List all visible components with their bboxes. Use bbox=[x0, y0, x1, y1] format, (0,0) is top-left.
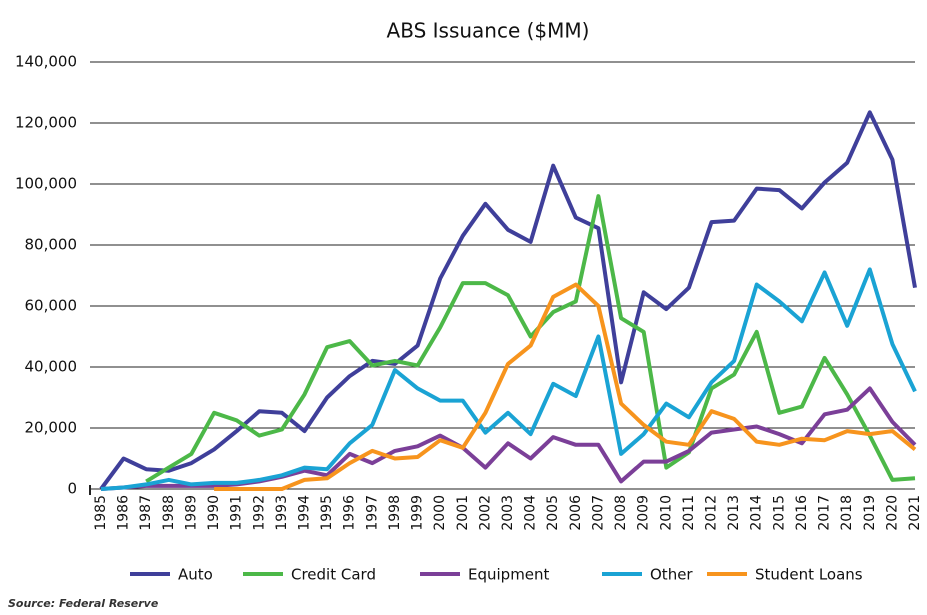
x-tick-label: 2012 bbox=[704, 495, 720, 531]
series-line bbox=[214, 282, 917, 491]
y-tick-label: 40,000 bbox=[25, 358, 78, 376]
x-tick-label: 1985 bbox=[93, 495, 109, 531]
x-tick-label: 2016 bbox=[794, 495, 810, 531]
x-tick-label: 2000 bbox=[432, 495, 448, 531]
x-tick-label: 2014 bbox=[749, 495, 765, 531]
x-tick-label: 2008 bbox=[613, 495, 629, 531]
y-tick-label: 60,000 bbox=[25, 297, 78, 315]
x-tick-label: 2002 bbox=[477, 495, 493, 531]
x-tick-label: 1986 bbox=[116, 495, 132, 531]
legend-label: Student Loans bbox=[755, 566, 863, 584]
x-tick-label: 1996 bbox=[342, 495, 358, 531]
x-tick-label: 1988 bbox=[161, 495, 177, 531]
series-line bbox=[145, 194, 916, 484]
series-line bbox=[99, 110, 917, 491]
x-tick-label: 1998 bbox=[387, 495, 403, 531]
x-tick-label: 2015 bbox=[771, 495, 787, 531]
x-tick-label: 2011 bbox=[681, 495, 697, 531]
x-tick-label: 1993 bbox=[274, 495, 290, 531]
x-tick-label: 2006 bbox=[568, 495, 584, 531]
x-tick-label: 1987 bbox=[138, 495, 154, 531]
y-tick-label: 140,000 bbox=[15, 53, 77, 71]
y-tick-label: 100,000 bbox=[15, 175, 77, 193]
legend-label: Auto bbox=[178, 566, 213, 584]
x-tick-label: 2017 bbox=[817, 495, 833, 531]
chart-title: ABS Issuance ($MM) bbox=[387, 19, 590, 43]
x-tick-label: 1999 bbox=[410, 495, 426, 531]
x-tick-label: 2019 bbox=[862, 495, 878, 531]
x-tick-label: 2005 bbox=[545, 495, 561, 531]
x-tick-label: 2010 bbox=[658, 495, 674, 531]
x-tick-label: 2007 bbox=[590, 495, 606, 531]
x-tick-label: 2003 bbox=[500, 495, 516, 531]
x-tick-label: 1997 bbox=[364, 495, 380, 531]
series-line bbox=[100, 267, 917, 491]
x-tick-label: 2013 bbox=[726, 495, 742, 531]
x-tick-label: 2021 bbox=[907, 495, 923, 531]
x-tick-label: 2020 bbox=[884, 495, 900, 531]
x-tick-label: 1995 bbox=[319, 495, 335, 531]
x-tick-label: 2018 bbox=[839, 495, 855, 531]
y-tick-label: 120,000 bbox=[15, 114, 77, 132]
x-tick-label: 2009 bbox=[636, 495, 652, 531]
legend-label: Credit Card bbox=[291, 566, 376, 584]
x-tick-label: 1989 bbox=[183, 495, 199, 531]
x-tick-label: 2004 bbox=[523, 495, 539, 531]
y-tick-label: 80,000 bbox=[25, 236, 78, 254]
x-tick-label: 1992 bbox=[251, 495, 267, 531]
series-line bbox=[100, 386, 917, 491]
legend-label: Other bbox=[650, 566, 693, 584]
source-note: Source: Federal Reserve bbox=[8, 597, 159, 610]
x-tick-label: 1990 bbox=[206, 495, 222, 531]
y-tick-label: 0 bbox=[67, 480, 77, 498]
legend-label: Equipment bbox=[468, 566, 550, 584]
y-tick-label: 20,000 bbox=[25, 419, 78, 437]
x-tick-label: 1994 bbox=[297, 495, 313, 531]
x-tick-label: 1991 bbox=[229, 495, 245, 531]
x-tick-label: 2001 bbox=[455, 495, 471, 531]
